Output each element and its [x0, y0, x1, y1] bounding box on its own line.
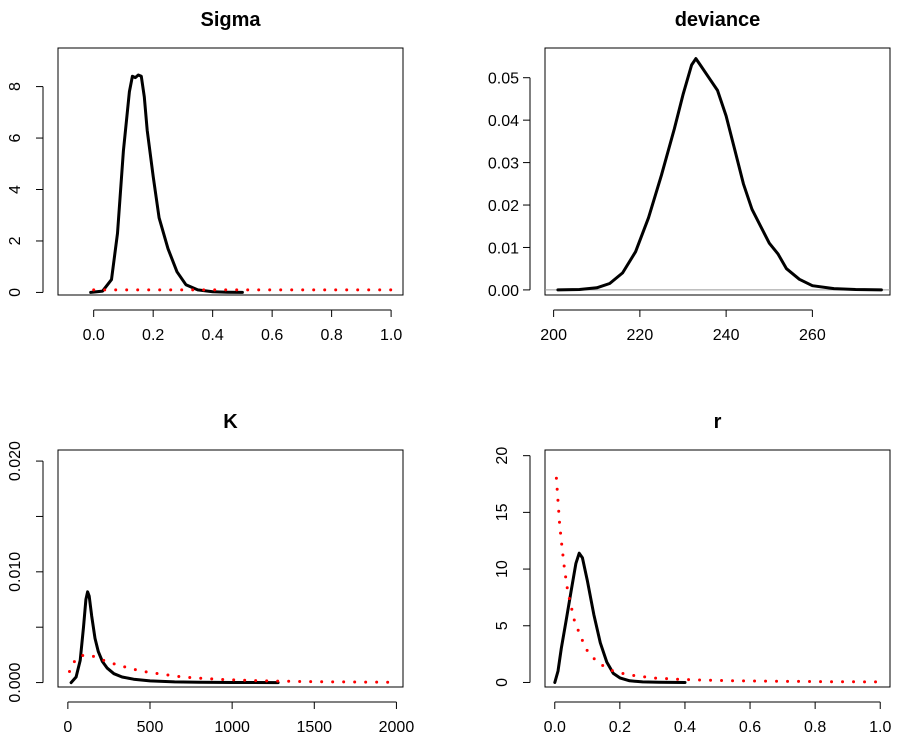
x-tick-label: 0.0: [83, 327, 105, 344]
y-tick-label: 0.000: [7, 662, 24, 702]
x-tick-label: 240: [713, 327, 740, 344]
x-tick-label: 0.8: [804, 719, 826, 736]
panel-title: K: [223, 411, 238, 433]
y-tick-label: 4: [7, 185, 24, 194]
panel-deviance: deviance 200 220 240 260 0.00 0.01 0.02 0.03 0.04…: [488, 9, 891, 344]
x-tick-label: 0.6: [261, 327, 283, 344]
panel-sigma: Sigma 0.0 0.2 0.4 0.6 0.8 1.0 0 2 4 6 8: [7, 9, 404, 344]
x-tick-label: 1000: [214, 719, 250, 736]
y-tick-label: 0: [7, 288, 24, 297]
y-tick-label: 0.020: [7, 441, 24, 481]
panel-k: K 0 500 1000 1500 2000 0.000 0.010 0.020: [7, 411, 414, 736]
y-tick-label: 0.00: [488, 283, 519, 300]
panel-title: r: [714, 411, 722, 433]
y-tick-label: 20: [494, 447, 511, 465]
posterior-density-line: [553, 551, 687, 684]
x-tick-label: 200: [540, 327, 567, 344]
panel-title: deviance: [675, 9, 761, 31]
y-tick-label: 5: [494, 621, 511, 630]
y-tick-label: 0.04: [488, 113, 519, 130]
y-tick-label: 0.010: [7, 552, 24, 592]
y-tick-label: 10: [494, 560, 511, 578]
x-tick-label: 1.0: [869, 719, 891, 736]
x-tick-label: 260: [799, 327, 826, 344]
x-tick-label: 0.0: [544, 719, 566, 736]
x-tick-label: 0.4: [202, 327, 224, 344]
x-tick-label: 0.8: [320, 327, 342, 344]
x-tick-label: 0.2: [609, 719, 631, 736]
y-tick-label: 0.01: [488, 240, 519, 257]
plot-frame: [544, 449, 891, 688]
y-tick-label: 0.05: [488, 71, 519, 88]
panel-title: Sigma: [200, 9, 261, 31]
plot-frame: [57, 47, 404, 296]
posterior-density-line: [69, 590, 280, 685]
posterior-density-line: [556, 57, 883, 292]
y-tick-label: 2: [7, 236, 24, 245]
plot-frame: [544, 47, 891, 296]
x-tick-label: 0.4: [674, 719, 696, 736]
y-tick-label: 15: [494, 503, 511, 521]
y-tick-label: 0: [494, 678, 511, 687]
posterior-density-line: [89, 73, 244, 294]
y-tick-label: 0.02: [488, 198, 519, 215]
x-tick-label: 0: [63, 719, 72, 736]
x-tick-label: 220: [627, 327, 654, 344]
x-tick-label: 0.2: [142, 327, 164, 344]
x-tick-label: 2000: [379, 719, 415, 736]
x-tick-label: 1500: [296, 719, 332, 736]
y-tick-label: 0.03: [488, 156, 519, 173]
plot-frame: [57, 449, 404, 688]
x-tick-label: 500: [137, 719, 164, 736]
y-tick-label: 6: [7, 134, 24, 143]
y-tick-label: 8: [7, 82, 24, 91]
prior-density-dotted-line: [554, 476, 882, 684]
prior-density-dotted-line: [68, 653, 398, 684]
x-tick-label: 0.6: [739, 719, 761, 736]
x-tick-label: 1.0: [380, 327, 402, 344]
panel-r: r 0.0 0.2 0.4 0.6 0.8 1.0 0 5 10 15 20: [494, 411, 891, 736]
